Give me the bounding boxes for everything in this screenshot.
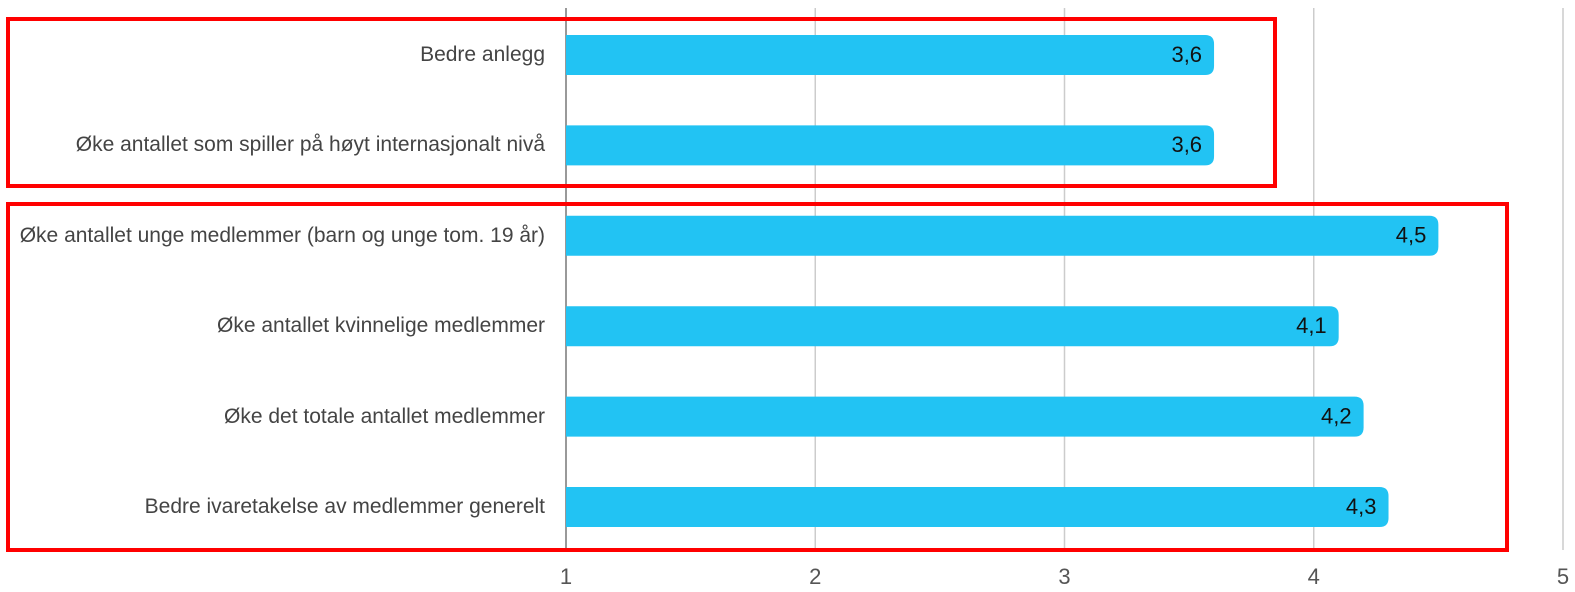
x-tick-label: 1 [560,564,572,589]
y-tick-label: Øke antallet kvinnelige medlemmer [217,314,545,338]
value-label: 4,5 [1396,223,1427,248]
highlight-box [6,17,1277,188]
value-label: 4,3 [1346,494,1377,519]
bar [566,306,1339,347]
value-label: 4,2 [1321,403,1352,428]
x-tick-label: 3 [1058,564,1070,589]
y-tick-label: Bedre anlegg [420,43,545,66]
value-label: 3,6 [1171,132,1202,157]
bar [566,125,1215,166]
x-tick-label: 5 [1557,564,1569,589]
x-tick-label: 4 [1308,564,1320,589]
bar [566,396,1364,437]
grid: 1 2 3 4 5 [560,8,1569,589]
bar [566,215,1439,256]
bar [566,35,1215,75]
y-tick-label: Øke antallet som spiller på høyt interna… [75,133,545,157]
bar [566,487,1389,527]
y-tick-label: Øke det totale antallet medlemmer [224,404,545,428]
y-tick-label: Bedre ivaretakelse av medlemmer generelt [144,495,545,518]
highlight-box [6,202,1509,552]
bars: 3,6 3,6 4,5 4,1 4,2 4,3 [566,35,1439,527]
value-label: 4,1 [1296,313,1327,338]
x-tick-label: 2 [809,564,821,589]
value-label: 3,6 [1171,42,1202,67]
y-tick-label: Øke antallet unge medlemmer (barn og ung… [19,223,545,247]
